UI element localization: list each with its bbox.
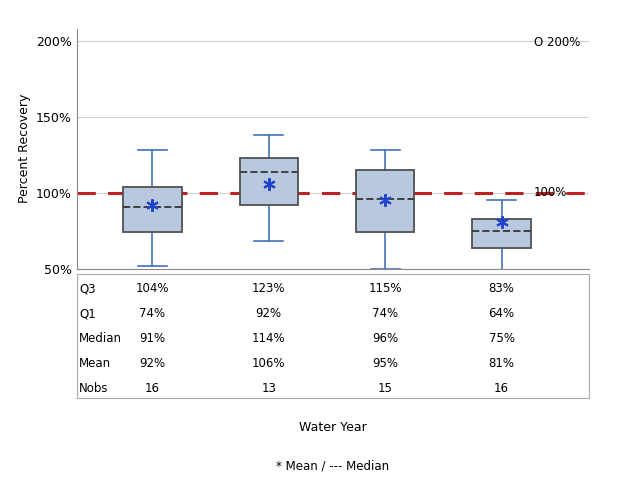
Bar [240,158,298,205]
Text: 91%: 91% [140,332,166,345]
Text: 83%: 83% [488,282,515,295]
Text: 104%: 104% [136,282,169,295]
Text: 95%: 95% [372,357,398,370]
Text: Water Year: Water Year [299,420,367,434]
Text: Mean: Mean [79,357,111,370]
Text: O 200%: O 200% [534,36,580,49]
Text: Q1: Q1 [79,307,96,320]
Text: Median: Median [79,332,122,345]
Text: * Mean / --- Median: * Mean / --- Median [276,459,389,472]
Text: 114%: 114% [252,332,285,345]
Text: 13: 13 [261,382,276,395]
Text: 106%: 106% [252,357,285,370]
Text: 74%: 74% [140,307,166,320]
Text: Nobs: Nobs [79,382,109,395]
Text: 96%: 96% [372,332,398,345]
Text: 92%: 92% [140,357,166,370]
Text: 92%: 92% [256,307,282,320]
Text: 16: 16 [494,382,509,395]
Bar [472,219,531,248]
Text: 64%: 64% [488,307,515,320]
Text: 115%: 115% [369,282,402,295]
Text: 81%: 81% [488,357,515,370]
Text: 15: 15 [378,382,392,395]
Text: 123%: 123% [252,282,285,295]
Bar [124,187,182,232]
Text: Q3: Q3 [79,282,96,295]
Text: 75%: 75% [488,332,515,345]
Text: 100%: 100% [534,186,568,199]
Text: 74%: 74% [372,307,398,320]
Text: 16: 16 [145,382,160,395]
Bar [356,170,414,232]
Y-axis label: Percent Recovery: Percent Recovery [17,94,31,204]
